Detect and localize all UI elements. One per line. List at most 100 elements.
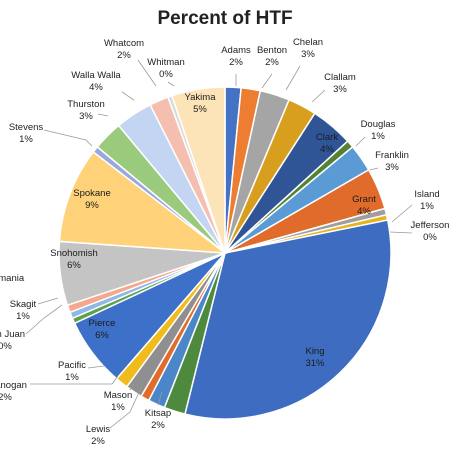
data-label-clark: Clark 4% — [316, 132, 338, 155]
pie-slice-king — [184, 219, 392, 420]
data-label-grant: Grant 4% — [352, 194, 376, 217]
data-label-value: 1% — [371, 131, 385, 142]
data-label-name: Yakima — [185, 92, 217, 103]
data-label-value: 2% — [91, 436, 105, 447]
data-label-name: Douglas — [361, 119, 396, 130]
data-label-value: 4% — [89, 82, 103, 93]
data-label-skamania: Skamania — [0, 273, 25, 284]
data-label-value: 6% — [95, 330, 109, 341]
leader-line-pacific — [87, 365, 105, 369]
data-label-value: 9% — [85, 200, 99, 211]
data-label-value: 0% — [0, 341, 12, 352]
data-label-name: Skamania — [0, 273, 25, 284]
data-label-name: Clark — [316, 132, 338, 143]
data-label-island: Island 1% — [414, 189, 439, 212]
data-label-name: Franklin — [375, 150, 409, 161]
pie-slice-spokane — [58, 150, 228, 254]
data-label-value: 1% — [420, 201, 434, 212]
data-label-walla-walla: Walla Walla 4% — [71, 70, 121, 93]
pie-slice-yakima — [171, 86, 226, 254]
data-label-value: 0% — [423, 232, 437, 243]
data-label-value: 1% — [111, 402, 125, 413]
leader-line-whitman — [167, 81, 175, 87]
data-label-name: Stevens — [9, 122, 44, 133]
leader-line-kitsap — [157, 391, 163, 406]
leader-line-clallam — [311, 89, 326, 103]
leader-line-thurston — [97, 113, 109, 117]
data-label-adams: Adams 2% — [221, 45, 251, 68]
leader-line-san-juan — [25, 304, 63, 335]
leader-lines — [25, 59, 413, 429]
data-label-mason: Mason 1% — [104, 390, 133, 413]
data-label-value: 2% — [151, 420, 165, 431]
data-label-name: Benton — [257, 45, 287, 56]
data-label-value: 2% — [0, 392, 12, 403]
leader-line-lewis — [109, 389, 141, 429]
data-label-name: Snohomish — [50, 248, 98, 259]
data-label-value: 6% — [67, 260, 81, 271]
data-label-value: 3% — [333, 84, 347, 95]
data-label-spokane: Spokane 9% — [73, 188, 111, 211]
data-label-pierce: Pierce 6% — [89, 318, 116, 341]
leader-line-island — [391, 204, 413, 223]
data-label-snohomish: Snohomish 6% — [50, 248, 98, 271]
data-label-value: 2% — [265, 57, 279, 68]
data-label-value: 3% — [79, 111, 93, 122]
data-label-value: 1% — [19, 134, 33, 145]
leader-line-benton — [261, 73, 273, 89]
leader-line-franklin — [369, 167, 379, 171]
data-label-king: King 31% — [305, 346, 325, 369]
data-label-value: 2% — [229, 57, 243, 68]
data-labels: Adams 2%Benton 2%Chelan 3%Clallam 3%Clark 4%D… — [0, 37, 449, 447]
data-label-name: Adams — [221, 45, 251, 56]
leader-line-jefferson — [389, 231, 413, 234]
data-label-name: Whitman — [147, 57, 184, 68]
data-label-value: 2% — [117, 50, 131, 61]
data-label-name: Walla Walla — [71, 70, 121, 81]
data-label-okanogan: Okanogan2% — [0, 380, 27, 403]
data-label-lewis: Lewis 2% — [86, 424, 111, 447]
data-label-name: Kitsap — [145, 408, 171, 419]
data-label-stevens: Stevens 1% — [9, 122, 44, 145]
data-label-clallam: Clallam 3% — [324, 72, 356, 95]
data-label-thurston: Thurston 3% — [67, 99, 105, 122]
leader-line-douglas — [355, 136, 366, 147]
data-label-name: Mason — [104, 390, 133, 401]
data-label-name: San Juan — [0, 329, 25, 340]
leader-line-whatcom — [137, 59, 157, 87]
data-label-name: Jefferson — [411, 220, 450, 231]
leader-line-skagit — [37, 297, 59, 305]
leader-line-okanogan — [30, 375, 119, 385]
data-label-value: 3% — [385, 162, 399, 173]
data-label-name: King — [305, 346, 324, 357]
leader-line-stevens — [43, 129, 93, 147]
data-label-yakima: Yakima 5% — [185, 92, 217, 115]
data-label-whitman: Whitman 0% — [147, 57, 184, 80]
data-label-chelan: Chelan 3% — [293, 37, 323, 60]
data-label-skagit: Skagit 1% — [10, 299, 37, 322]
data-label-name: Thurston — [67, 99, 105, 110]
data-label-value: 31% — [305, 358, 325, 369]
data-label-name: Clallam — [324, 72, 356, 83]
data-label-douglas: Douglas 1% — [361, 119, 396, 142]
data-label-franklin: Franklin 3% — [375, 150, 409, 173]
data-label-jefferson: Jefferson 0% — [411, 220, 450, 243]
data-label-value: 4% — [320, 144, 334, 155]
data-label-value: 1% — [65, 372, 79, 383]
data-label-whatcom: Whatcom 2% — [104, 38, 144, 61]
data-label-name: Grant — [352, 194, 376, 205]
data-label-name: Spokane — [73, 188, 111, 199]
data-label-name: Lewis — [86, 424, 111, 435]
data-label-value: 4% — [357, 206, 371, 217]
leader-line-mason — [129, 383, 135, 391]
data-label-name: Island — [414, 189, 439, 200]
data-label-kitsap: Kitsap 2% — [145, 408, 171, 431]
data-label-value: 5% — [193, 104, 207, 115]
data-label-name: Whatcom — [104, 38, 144, 49]
data-label-pacific: Pacific 1% — [58, 360, 86, 383]
data-label-benton: Benton 2% — [257, 45, 287, 68]
data-label-value: 1% — [16, 311, 30, 322]
